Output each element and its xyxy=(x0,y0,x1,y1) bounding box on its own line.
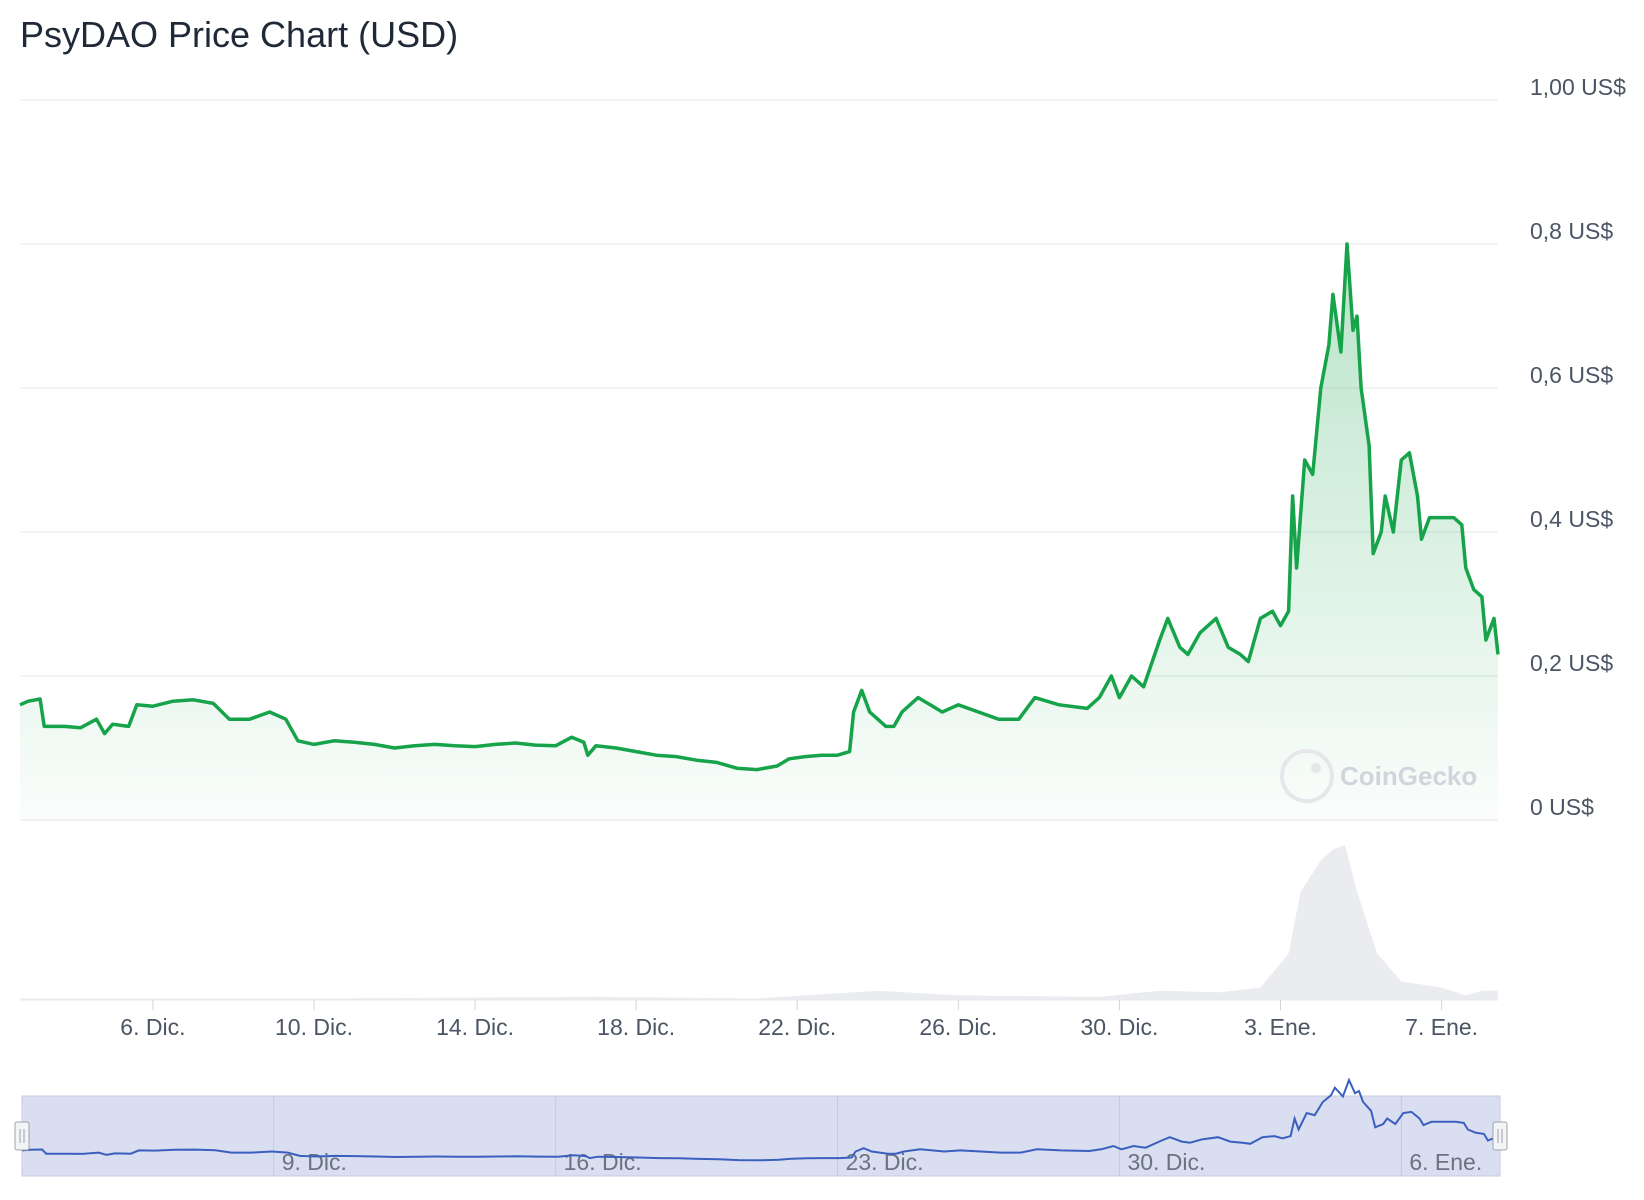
coingecko-watermark: CoinGecko xyxy=(1280,749,1477,803)
x-tick-label: 10. Dic. xyxy=(275,1014,353,1040)
navigator-tick-label: 6. Ene. xyxy=(1409,1149,1482,1175)
navigator-tick-label: 16. Dic. xyxy=(564,1149,642,1175)
navigator-range-mask xyxy=(21,1095,1501,1177)
x-tick-label: 22. Dic. xyxy=(758,1014,836,1040)
x-tick-label: 7. Ene. xyxy=(1405,1014,1478,1040)
chart-title: PsyDAO Price Chart (USD) xyxy=(20,14,459,55)
range-navigator[interactable]: 9. Dic. 16. Dic. 23. Dic. 30. Dic. 6. Ene. xyxy=(14,1077,1508,1177)
x-tick-label: 18. Dic. xyxy=(597,1014,675,1040)
y-tick-label: 0,6 US$ xyxy=(1530,362,1613,388)
price-series-line xyxy=(19,242,1500,772)
y-tick-label: 1,00 US$ xyxy=(1530,74,1626,100)
x-tick-label: 30. Dic. xyxy=(1080,1014,1158,1040)
price-line[interactable] xyxy=(19,242,1500,772)
y-tick-label: 0,2 US$ xyxy=(1530,650,1613,676)
x-tick-label: 6. Dic. xyxy=(120,1014,185,1040)
y-tick-label: 0,4 US$ xyxy=(1530,506,1613,532)
navigator-series-line xyxy=(21,1077,1501,1162)
navigator-left-handle[interactable] xyxy=(14,1121,30,1151)
volume-bars xyxy=(20,845,1498,1000)
x-tick-label: 26. Dic. xyxy=(919,1014,997,1040)
x-tick-label: 14. Dic. xyxy=(436,1014,514,1040)
watermark-text: CoinGecko xyxy=(1340,761,1477,791)
y-tick-label: 0,8 US$ xyxy=(1530,218,1613,244)
y-axis: 0 US$ 0,2 US$ 0,4 US$ 0,6 US$ 0,8 US$ 1,00 US… xyxy=(1530,74,1626,820)
navigator-right-handle[interactable] xyxy=(1492,1121,1508,1151)
x-tick-label: 3. Ene. xyxy=(1244,1014,1317,1040)
y-tick-label: 0 US$ xyxy=(1530,794,1594,820)
navigator-tick-label: 30. Dic. xyxy=(1127,1149,1205,1175)
volume-area xyxy=(20,845,1498,1000)
grid-lines xyxy=(20,99,1498,1001)
x-axis: 6. Dic. 10. Dic. 14. Dic. 18. Dic. 22. Dic. 2… xyxy=(120,1000,1478,1040)
